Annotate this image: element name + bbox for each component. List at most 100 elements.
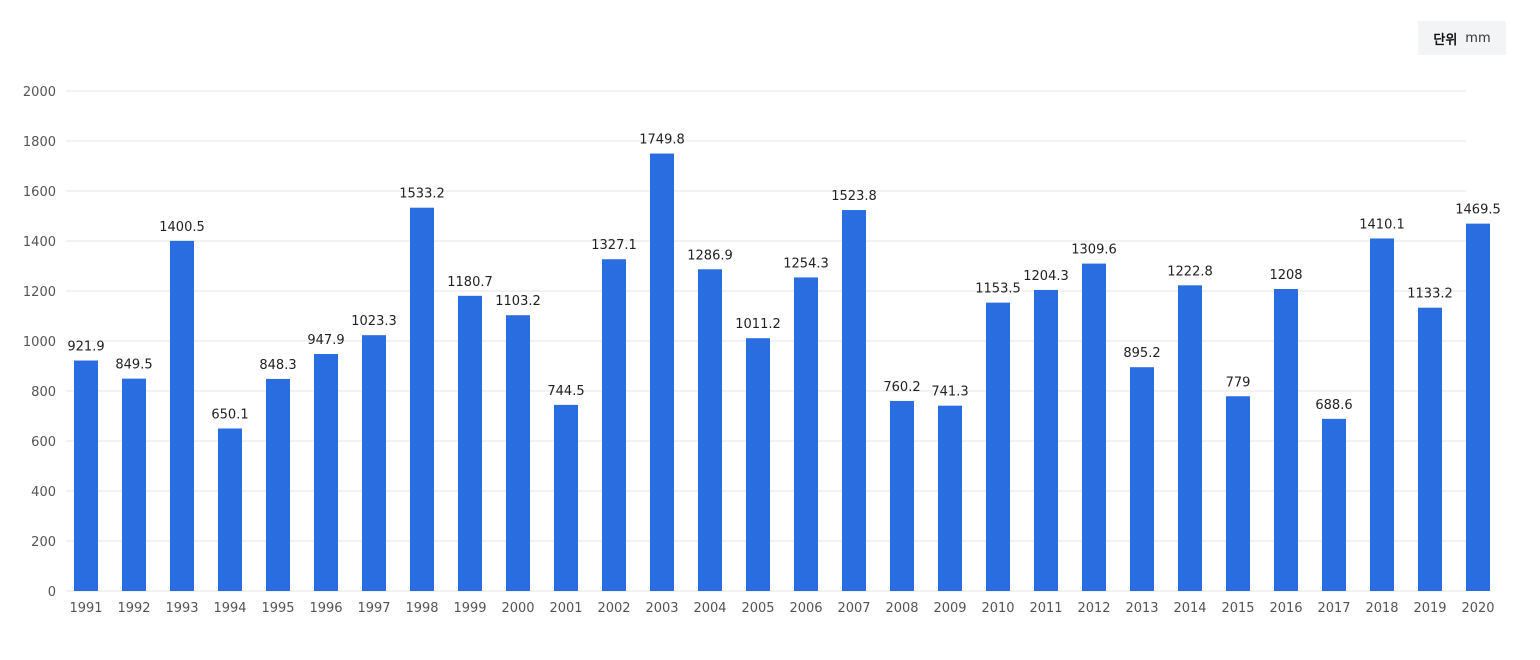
x-tick-label: 2012	[1077, 601, 1110, 616]
data-label: 1133.2	[1407, 287, 1453, 302]
data-label: 1180.7	[447, 275, 493, 290]
bar	[554, 404, 578, 591]
bar	[986, 302, 1010, 591]
y-axis-ticks: 0 200 400 600 800 1000 1200 1400 1600 1800 2000	[23, 85, 56, 600]
unit-label: 단위	[1433, 32, 1458, 48]
data-label: 760.2	[883, 380, 920, 395]
data-label: 1749.8	[639, 133, 685, 148]
x-tick-label: 1996	[309, 601, 342, 616]
bar	[458, 295, 482, 591]
data-label: 849.5	[115, 358, 152, 373]
bar	[1034, 289, 1058, 591]
data-label: 1469.5	[1455, 203, 1501, 218]
data-label: 848.3	[259, 358, 296, 373]
bar	[1082, 263, 1106, 591]
x-tick-label: 2004	[693, 601, 726, 616]
x-tick-label: 2018	[1365, 601, 1398, 616]
data-label: 1410.1	[1359, 217, 1405, 232]
bar	[1226, 396, 1250, 591]
y-tick-label: 600	[31, 435, 56, 450]
bar	[794, 277, 818, 591]
data-label: 1533.2	[399, 187, 445, 202]
bar	[506, 315, 530, 591]
x-tick-label: 2010	[981, 601, 1014, 616]
y-tick-label: 1000	[23, 335, 56, 350]
x-tick-label: 2011	[1029, 601, 1062, 616]
x-tick-label: 1997	[357, 601, 390, 616]
bar	[362, 335, 386, 591]
data-label: 1204.3	[1023, 269, 1069, 284]
y-tick-label: 400	[31, 485, 56, 500]
bar	[1370, 238, 1394, 591]
x-tick-label: 2015	[1221, 601, 1254, 616]
data-label: 1254.3	[783, 256, 829, 271]
bar	[1466, 223, 1490, 591]
x-axis-ticks: 1991 1992 1993 1994 1995 1996 1997 1998 1999 2000…	[69, 601, 1494, 616]
data-label: 1011.2	[735, 317, 781, 332]
bar	[1130, 367, 1154, 591]
data-label: 741.3	[931, 385, 968, 400]
bar	[170, 240, 194, 591]
x-tick-label: 2001	[549, 601, 582, 616]
y-tick-label: 1800	[23, 135, 56, 150]
bar	[698, 269, 722, 591]
data-label: 744.5	[547, 384, 584, 399]
data-label: 895.2	[1123, 346, 1160, 361]
data-label: 1023.3	[351, 314, 397, 329]
x-tick-label: 2016	[1269, 601, 1302, 616]
x-tick-label: 2006	[789, 601, 822, 616]
x-tick-label: 2000	[501, 601, 534, 616]
x-tick-label: 2007	[837, 601, 870, 616]
x-tick-label: 2014	[1173, 601, 1206, 616]
x-tick-label: 1991	[69, 601, 102, 616]
x-tick-label: 1998	[405, 601, 438, 616]
data-label: 1327.1	[591, 238, 637, 253]
x-tick-label: 1993	[165, 601, 198, 616]
data-label: 1309.6	[1071, 243, 1117, 258]
unit-value: mm	[1465, 30, 1491, 46]
x-tick-label: 2013	[1125, 601, 1158, 616]
x-tick-label: 2020	[1461, 601, 1494, 616]
x-tick-label: 2002	[597, 601, 630, 616]
y-tick-label: 1600	[23, 185, 56, 200]
x-tick-label: 1999	[453, 601, 486, 616]
bar	[746, 338, 770, 591]
y-tick-label: 2000	[23, 85, 56, 100]
bar	[410, 207, 434, 591]
data-label: 1400.5	[159, 220, 205, 235]
bar	[842, 210, 866, 592]
bar	[218, 428, 242, 591]
x-tick-label: 2008	[885, 601, 918, 616]
data-label: 947.9	[307, 333, 344, 348]
data-label: 921.9	[67, 340, 104, 355]
y-tick-label: 800	[31, 385, 56, 400]
y-tick-label: 1400	[23, 235, 56, 250]
data-label: 1523.8	[831, 189, 877, 204]
x-tick-label: 1992	[117, 601, 150, 616]
bar	[122, 378, 146, 591]
data-label: 779	[1226, 375, 1251, 390]
data-label: 1222.8	[1167, 264, 1213, 279]
data-label: 1153.5	[975, 282, 1021, 297]
data-label: 650.1	[211, 407, 248, 422]
bar	[74, 360, 98, 591]
unit-badge: 단위 mm	[1418, 21, 1506, 55]
y-tick-label: 0	[48, 585, 56, 600]
bars	[74, 153, 1490, 592]
x-tick-label: 2005	[741, 601, 774, 616]
x-tick-label: 2009	[933, 601, 966, 616]
bar	[938, 405, 962, 591]
bar	[650, 153, 674, 592]
bar	[1274, 289, 1298, 591]
y-tick-label: 200	[31, 535, 56, 550]
data-label: 1103.2	[495, 294, 541, 309]
value-labels: 921.9 849.5 1400.5 650.1 848.3 947.9 1023.3 153…	[67, 133, 1500, 423]
data-label: 688.6	[1315, 398, 1352, 413]
x-tick-label: 1995	[261, 601, 294, 616]
bar	[266, 378, 290, 591]
x-tick-label: 2017	[1317, 601, 1350, 616]
bar	[1178, 285, 1202, 591]
x-tick-label: 1994	[213, 601, 246, 616]
bar	[1418, 307, 1442, 591]
